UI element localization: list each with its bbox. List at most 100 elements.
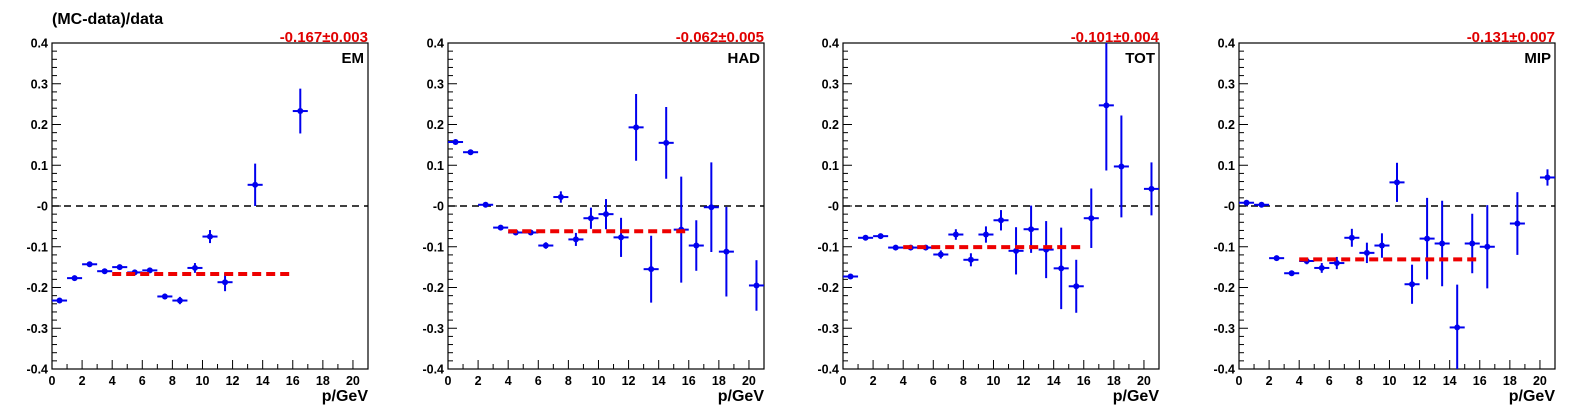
data-point xyxy=(493,224,509,231)
x-tick-label: 18 xyxy=(1503,374,1517,388)
data-point xyxy=(538,242,554,249)
y-tick-label: -0.1 xyxy=(817,240,839,254)
x-axis-label: p/GeV xyxy=(322,388,369,405)
point-marker xyxy=(1288,270,1295,277)
point-marker xyxy=(1484,243,1491,250)
data-point xyxy=(703,162,719,253)
y-tick-label: -0.2 xyxy=(817,281,839,295)
fit-result-label: -0.131±0.007 xyxy=(1467,29,1555,46)
data-point xyxy=(1344,228,1360,247)
x-tick-label: 18 xyxy=(712,374,726,388)
data-point xyxy=(688,220,704,271)
x-tick-label: 14 xyxy=(652,374,666,388)
x-tick-label: 18 xyxy=(316,374,330,388)
x-tick-label: 10 xyxy=(196,374,210,388)
point-marker xyxy=(1073,283,1080,290)
point-marker xyxy=(587,215,594,222)
y-tick-label: -0 xyxy=(828,200,839,214)
point-marker xyxy=(1394,179,1400,186)
y-axis-label: (MC-data)/data xyxy=(52,11,163,28)
point-marker xyxy=(648,266,655,273)
data-layer xyxy=(448,93,764,311)
data-point xyxy=(172,296,188,305)
data-point xyxy=(112,264,128,271)
point-marker xyxy=(1013,247,1020,254)
point-marker xyxy=(633,124,640,131)
data-point xyxy=(478,201,494,208)
point-marker xyxy=(952,231,959,238)
point-marker xyxy=(1273,255,1280,262)
data-point xyxy=(1449,284,1465,369)
x-tick-label: 2 xyxy=(79,374,86,388)
y-tick-label: -0 xyxy=(37,200,48,214)
x-tick-label: 16 xyxy=(682,374,696,388)
data-point xyxy=(217,273,233,292)
panel-tag: HAD xyxy=(728,50,761,67)
point-marker xyxy=(1148,185,1155,192)
point-marker xyxy=(1409,281,1416,288)
point-marker xyxy=(1318,264,1325,271)
point-marker xyxy=(1544,174,1551,181)
x-tick-label: 6 xyxy=(1326,374,1333,388)
x-tick-label: 20 xyxy=(742,374,756,388)
point-marker xyxy=(618,234,625,241)
data-point xyxy=(993,210,1009,231)
data-point xyxy=(1434,200,1450,287)
point-marker xyxy=(693,242,700,249)
data-point xyxy=(658,106,674,179)
data-point xyxy=(1008,227,1024,275)
point-marker xyxy=(101,268,108,275)
x-tick-label: 8 xyxy=(960,374,967,388)
data-point xyxy=(888,244,904,251)
x-tick-label: 12 xyxy=(226,374,240,388)
data-point xyxy=(933,250,949,259)
data-point xyxy=(1419,197,1435,280)
fit-result-label: -0.062±0.005 xyxy=(676,29,764,46)
x-tick-label: 6 xyxy=(139,374,146,388)
point-marker xyxy=(86,261,93,268)
data-point xyxy=(568,232,584,246)
point-marker xyxy=(1103,102,1110,109)
data-point xyxy=(157,293,173,300)
y-tick-label: 0.2 xyxy=(427,118,444,132)
panel-tag: MIP xyxy=(1524,50,1551,67)
data-point xyxy=(628,93,644,161)
y-tick-label: 0.3 xyxy=(31,77,48,91)
data-point xyxy=(202,230,218,244)
panel-tag: EM xyxy=(342,50,365,67)
data-point xyxy=(82,261,98,268)
data-layer xyxy=(843,43,1159,313)
y-tick-label: 0.1 xyxy=(822,159,839,173)
panel-had: -0.4 -0.3 -0.2 -0.1 -0 0.1 0.2 0.3 0.4 0 2 4 6 8 10 12 1… xyxy=(422,29,765,405)
x-tick-label: 6 xyxy=(930,374,937,388)
data-point xyxy=(463,149,479,156)
point-marker xyxy=(222,279,229,286)
point-marker xyxy=(1243,199,1250,206)
point-marker xyxy=(482,201,489,208)
x-tick-label: 20 xyxy=(1137,374,1151,388)
panel-mip: -0.4 -0.3 -0.2 -0.1 -0 0.1 0.2 0.3 0.4 0 2 4 6 8 10 12 1… xyxy=(1213,29,1556,405)
data-point xyxy=(718,206,734,297)
y-tick-label: 0.4 xyxy=(822,37,839,51)
point-marker xyxy=(862,234,869,241)
point-marker xyxy=(1424,235,1431,242)
data-point xyxy=(978,226,994,243)
point-marker xyxy=(1439,240,1446,247)
y-tick-label: -0.3 xyxy=(1213,322,1235,336)
y-tick-label: -0.4 xyxy=(817,363,839,377)
point-marker xyxy=(663,139,670,146)
x-tick-label: 4 xyxy=(505,374,512,388)
y-tick-label: 0.4 xyxy=(31,37,48,51)
data-point xyxy=(583,207,599,229)
x-tick-label: 2 xyxy=(475,374,482,388)
data-point xyxy=(963,253,979,267)
point-marker xyxy=(452,139,459,146)
fit-result-label: -0.167±0.003 xyxy=(280,29,368,46)
data-point xyxy=(1329,256,1345,270)
y-tick-label: -0.2 xyxy=(26,281,48,295)
x-tick-label: 0 xyxy=(445,374,452,388)
y-tick-label: 0.1 xyxy=(31,159,48,173)
y-tick-label: -0.4 xyxy=(422,363,444,377)
x-tick-label: 4 xyxy=(900,374,907,388)
data-point xyxy=(613,217,629,257)
